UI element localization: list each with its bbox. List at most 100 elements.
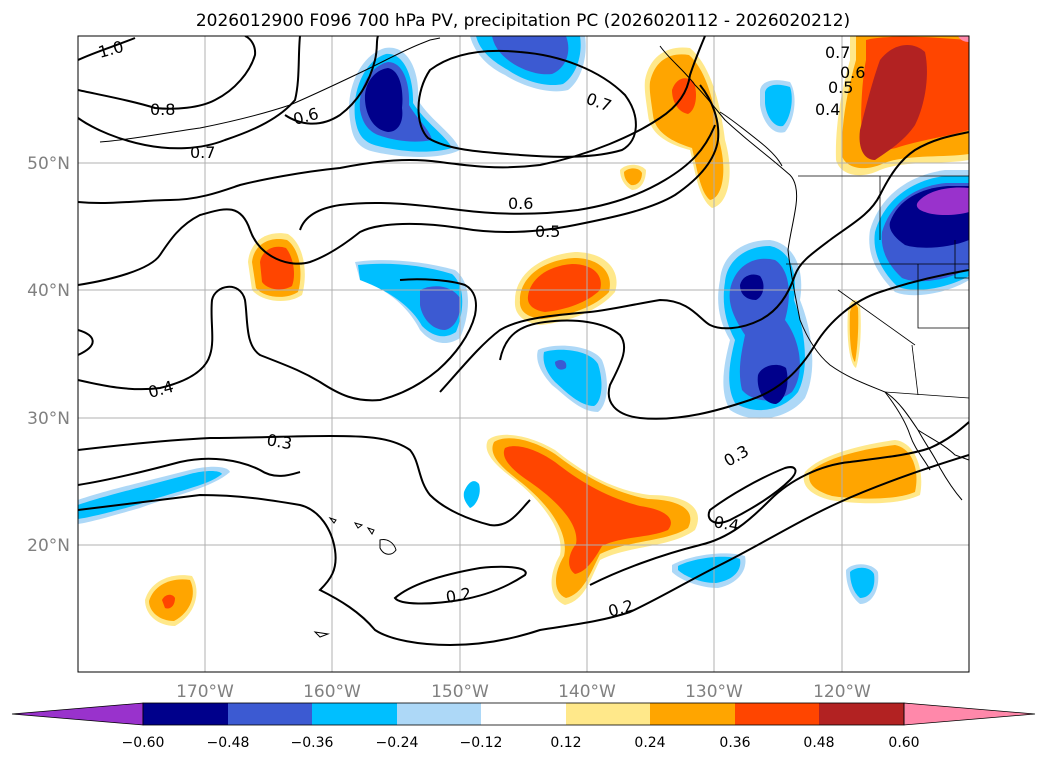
colorbar-tick-8: 0.36	[719, 735, 750, 751]
colorbar-bin-9	[819, 703, 904, 725]
contour-label-0-5-b: 0.5	[828, 78, 853, 97]
pv-contour-0-2-loop	[393, 565, 527, 605]
lat-label-50n: 50°N	[27, 154, 70, 174]
precip-neg-strip-hawaii-2	[78, 471, 222, 519]
pv-contour-0-2-main	[78, 454, 969, 647]
lon-label-140w: 140°W	[558, 682, 616, 702]
colorbar-bin-1	[143, 703, 228, 725]
precip-pos-blob-coast-3	[672, 78, 696, 114]
figure-title: 2026012900 F096 700 hPa PV, precipitatio…	[196, 11, 850, 31]
border-state-6	[911, 344, 919, 396]
precip-pos-blob-ne-5	[958, 36, 969, 42]
graticule	[78, 36, 969, 672]
precip-pos-blob-mid-3	[527, 264, 601, 312]
pv-contour-1-0	[78, 37, 136, 61]
coast-hawaii-1	[328, 516, 337, 524]
contour-label-0-2-a: 0.2	[444, 584, 472, 607]
colorbar-tick-5: −0.12	[460, 735, 503, 751]
colorbar-bin-2	[228, 703, 312, 725]
longitude-labels: 170°W 160°W 150°W 140°W 130°W 120°W	[176, 682, 871, 702]
precip-neg-blob-central-3	[420, 286, 461, 330]
colorbar-bin-6	[566, 703, 650, 725]
colorbar-extend-low	[11, 702, 144, 726]
precip-neg-blob-gulf-3	[492, 36, 569, 75]
precip-neg-blob-subtropic-3	[555, 360, 567, 370]
colorbar: −0.60 −0.48 −0.36 −0.24 −0.12 0.12 0.24 …	[11, 702, 1036, 751]
contour-label-0-7-c: 0.7	[825, 43, 850, 62]
coast-islet	[313, 631, 330, 638]
pv-contour-0-4-east	[439, 131, 969, 393]
latitude-labels: 20°N 30°N 40°N 50°N	[27, 154, 70, 556]
colorbar-bin-8	[735, 703, 819, 725]
pv-contour-0-7-west	[78, 36, 301, 150]
precip-pos-blob-west-3	[260, 246, 294, 290]
border-us-mexico	[884, 391, 969, 399]
pv-contour-0-3-lower	[78, 457, 301, 486]
colorbar-bin-5	[481, 703, 566, 725]
border-state-4	[837, 289, 916, 346]
colorbar-bin-3	[312, 703, 397, 725]
lon-label-150w: 150°W	[431, 682, 489, 702]
lon-label-170w: 170°W	[176, 682, 234, 702]
precip-pos-blob-ne-4	[859, 45, 927, 160]
coast-hawaii-2	[353, 522, 364, 529]
lat-label-30n: 30°N	[27, 409, 70, 429]
map-background	[78, 36, 969, 672]
colorbar-tick-9: 0.48	[803, 735, 834, 751]
coast-alaska-south	[419, 37, 441, 45]
pv-contours	[78, 36, 969, 647]
coast-baja	[884, 391, 931, 471]
lat-label-40n: 40°N	[27, 281, 70, 301]
precip-neg-blob-interior-5	[916, 187, 969, 215]
pv-contour-0-6-center	[78, 36, 706, 204]
precip-neg-blob-bc-2	[765, 84, 792, 127]
colorbar-tick-2: −0.48	[207, 735, 250, 751]
colorbar-tick-6: 0.12	[550, 735, 581, 751]
precip-pos-blob-baja-2	[809, 445, 917, 499]
lon-label-160w: 160°W	[303, 682, 361, 702]
precip-neg-blob-small	[463, 481, 480, 508]
border-state-5	[954, 240, 969, 279]
pv-contour-0-7-gulf	[417, 49, 637, 158]
lon-label-130w: 130°W	[685, 682, 743, 702]
coast-hawaii-3	[366, 527, 375, 535]
colorbar-tick-3: −0.36	[291, 735, 334, 751]
contour-label-0-4-c: 0.4	[712, 512, 740, 535]
contour-label-0-6-b: 0.6	[508, 194, 533, 213]
precip-neg-blob-aleutian-4	[364, 68, 403, 132]
colorbar-tick-7: 0.24	[634, 735, 665, 751]
pv-contour-0-5-upper	[78, 84, 720, 286]
pv-contour-0-8	[78, 36, 257, 110]
contour-label-0-8: 0.8	[150, 100, 175, 119]
contour-label-0-7-a: 0.7	[190, 143, 215, 162]
precip-pos-blob-coast-small-2	[624, 168, 642, 186]
precip-neg-blob-california-4	[740, 274, 764, 300]
colorbar-tick-1: −0.60	[122, 735, 165, 751]
contour-label-0-3-a: 0.3	[265, 430, 293, 453]
contour-label-0-6-c: 0.6	[840, 63, 865, 82]
pv-contour-0-5-inner	[299, 124, 716, 231]
colorbar-tick-10: 0.60	[888, 735, 919, 751]
pv-contour-0-4-ring	[78, 329, 94, 356]
coast-hawaii-4	[379, 539, 397, 555]
border-state-3	[917, 264, 969, 329]
map-frame	[77, 35, 970, 673]
lon-label-120w: 120°W	[813, 682, 871, 702]
precip-pos-blob-sierra-2	[849, 304, 859, 362]
colorbar-frame	[142, 702, 905, 726]
colorbar-bin-4	[397, 703, 481, 725]
pv-contour-0-3-south	[78, 434, 531, 527]
pv-contour-0-4-loop	[707, 466, 797, 524]
coast-pacific-nw	[659, 45, 963, 501]
colorbar-bin-7	[650, 703, 735, 725]
coast-alaska-peninsula	[99, 43, 421, 143]
map-layer: 1.0 0.8 0.7 0.6 0.7 0.6 0.5 0.7 0.6 0.5 …	[78, 36, 969, 672]
colorbar-tick-4: −0.24	[376, 735, 419, 751]
coastlines	[99, 37, 969, 638]
precip-shading	[78, 36, 969, 626]
pv-contour-0-3-loop	[499, 269, 969, 420]
pv-contour-0-6-west	[284, 36, 379, 125]
contour-label-0-4-a: 0.4	[815, 100, 840, 119]
lat-label-20n: 20°N	[27, 536, 70, 556]
coast-vancouver-island	[719, 111, 783, 167]
